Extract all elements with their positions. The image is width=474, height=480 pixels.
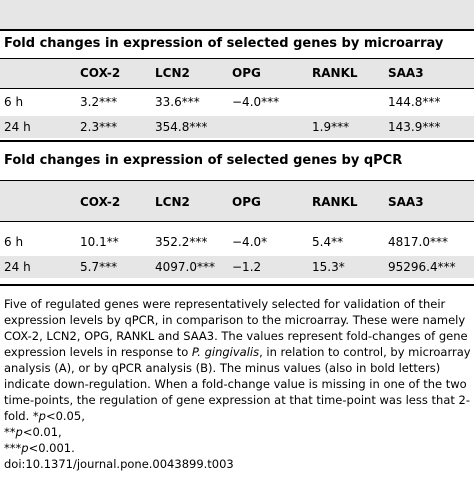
table-row: 6 h 10.1** 352.2*** −4.0* 5.4** 4817.0**… xyxy=(0,231,474,253)
footnote-text: Five of regulated genes were representat… xyxy=(4,297,471,423)
sig-note: **p<0.01, xyxy=(4,425,62,439)
table-a-header: COX-2 LCN2 OPG RANKL SAA3 xyxy=(0,59,474,88)
table-cell: 33.6*** xyxy=(155,95,200,109)
table-footnote: Five of regulated genes were representat… xyxy=(4,296,472,472)
table-a-title: Fold changes in expression of selected g… xyxy=(4,36,444,51)
table-cell: 352.2*** xyxy=(155,235,208,249)
table-b-title: Fold changes in expression of selected g… xyxy=(4,153,403,168)
table-cell: 3.2*** xyxy=(80,95,118,109)
rule xyxy=(0,140,474,142)
row-label: 6 h xyxy=(4,95,24,109)
table-cell: −1.2 xyxy=(232,260,262,274)
table-cell: −4.0* xyxy=(232,235,268,249)
table-cell: 5.7*** xyxy=(80,260,118,274)
col-lcn2: LCN2 xyxy=(155,66,190,80)
table-cell: 2.3*** xyxy=(80,120,118,134)
rule xyxy=(0,180,474,181)
rule xyxy=(0,88,474,89)
table-cell: 354.8*** xyxy=(155,120,208,134)
doi-link[interactable]: doi:10.1371/journal.pone.0043899.t003 xyxy=(4,457,234,471)
col-opg: OPG xyxy=(232,195,261,209)
rule-top xyxy=(0,29,474,31)
row-label: 6 h xyxy=(4,235,24,249)
row-label: 24 h xyxy=(4,120,31,134)
row-label: 24 h xyxy=(4,260,31,274)
table-cell: 95296.4*** xyxy=(388,260,456,274)
species-name: P. gingivalis xyxy=(191,345,260,359)
table-cell: 5.4** xyxy=(312,235,344,249)
table-cell: −4.0*** xyxy=(232,95,280,109)
col-saa3: SAA3 xyxy=(388,66,424,80)
table-cell: 4817.0*** xyxy=(388,235,448,249)
rule xyxy=(0,221,474,222)
table-b-header: COX-2 LCN2 OPG RANKL SAA3 xyxy=(0,181,474,221)
col-rankl: RANKL xyxy=(312,66,358,80)
table-cell: 4097.0*** xyxy=(155,260,215,274)
col-cox2: COX-2 xyxy=(80,195,121,209)
sig-note: *p<0.05, xyxy=(32,409,85,423)
table-cell: 143.9*** xyxy=(388,120,441,134)
col-opg: OPG xyxy=(232,66,261,80)
table-row: 24 h 2.3*** 354.8*** 1.9*** 143.9*** xyxy=(0,116,474,138)
table-cell: 144.8*** xyxy=(388,95,441,109)
top-band xyxy=(0,0,474,30)
sig-note: ***p<0.001. xyxy=(4,441,75,455)
table-cell: 15.3* xyxy=(312,260,345,274)
rule xyxy=(0,284,474,286)
rule xyxy=(0,58,474,59)
table-row: 6 h 3.2*** 33.6*** −4.0*** 144.8*** xyxy=(0,91,474,113)
col-saa3: SAA3 xyxy=(388,195,424,209)
table-row: 24 h 5.7*** 4097.0*** −1.2 15.3* 95296.4… xyxy=(0,256,474,278)
col-cox2: COX-2 xyxy=(80,66,121,80)
col-rankl: RANKL xyxy=(312,195,358,209)
table-cell: 1.9*** xyxy=(312,120,350,134)
col-lcn2: LCN2 xyxy=(155,195,190,209)
table-cell: 10.1** xyxy=(80,235,119,249)
